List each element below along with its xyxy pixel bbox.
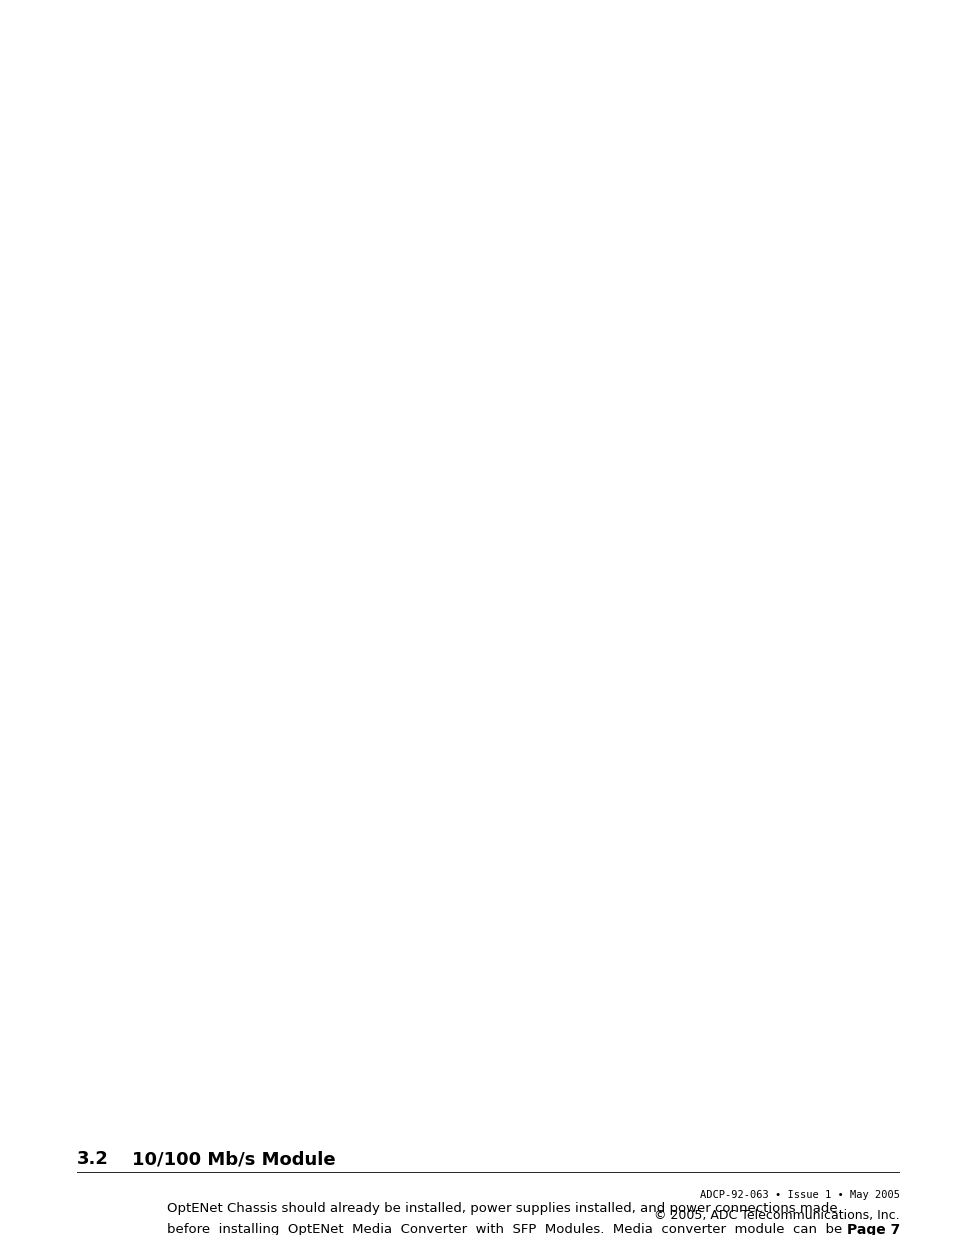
Text: 10/100 Mb/s Module: 10/100 Mb/s Module (132, 1150, 335, 1168)
Text: 3.2: 3.2 (77, 1150, 109, 1168)
Text: before  installing  OptENet  Media  Converter  with  SFP  Modules.  Media  conve: before installing OptENet Media Converte… (167, 1223, 841, 1235)
Text: Page 7: Page 7 (846, 1223, 899, 1235)
Text: © 2005, ADC Telecommunications, Inc.: © 2005, ADC Telecommunications, Inc. (654, 1209, 899, 1221)
Text: OptENet Chassis should already be installed, power supplies installed, and power: OptENet Chassis should already be instal… (167, 1202, 837, 1215)
Text: ADCP-92-063 • Issue 1 • May 2005: ADCP-92-063 • Issue 1 • May 2005 (700, 1191, 899, 1200)
